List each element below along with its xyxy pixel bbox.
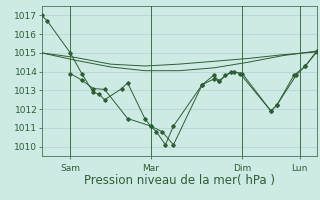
X-axis label: Pression niveau de la mer( hPa ): Pression niveau de la mer( hPa ) [84, 174, 275, 187]
